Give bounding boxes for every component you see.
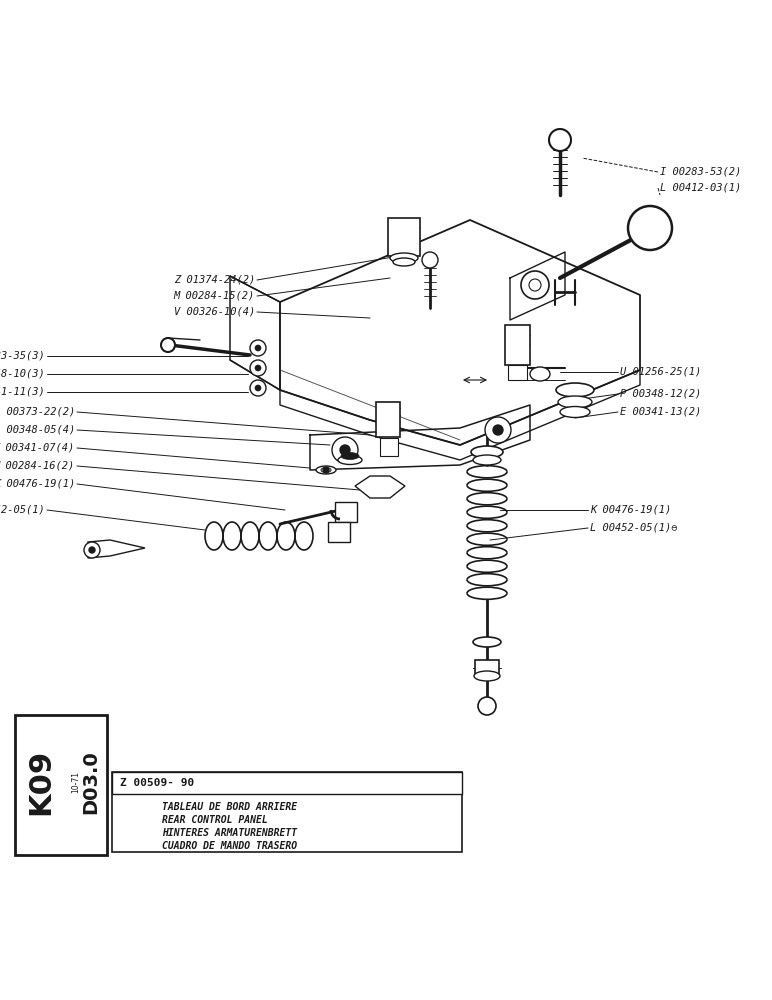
Circle shape	[161, 338, 175, 352]
Bar	[388, 218, 420, 256]
Ellipse shape	[556, 383, 594, 397]
Text: I 00283-53(2): I 00283-53(2)	[660, 167, 741, 177]
Circle shape	[255, 385, 261, 391]
Bar	[376, 402, 400, 437]
Text: ⊖ M 00348-10(3): ⊖ M 00348-10(3)	[0, 369, 45, 379]
Ellipse shape	[560, 406, 590, 418]
Circle shape	[332, 437, 358, 463]
Text: REAR CONTROL PANEL: REAR CONTROL PANEL	[162, 815, 268, 825]
Circle shape	[89, 547, 95, 553]
Text: L 00452-05(1)⊖: L 00452-05(1)⊖	[590, 523, 678, 533]
Text: X 00341-07(4): X 00341-07(4)	[0, 443, 75, 453]
Circle shape	[250, 380, 266, 396]
Bar	[328, 522, 350, 542]
Text: Z 01374-24(2): Z 01374-24(2)	[174, 275, 255, 285]
Ellipse shape	[341, 452, 359, 460]
Ellipse shape	[393, 258, 415, 266]
Ellipse shape	[473, 455, 501, 465]
Bar	[475, 660, 499, 676]
Text: ⊖ C 00341-11(3): ⊖ C 00341-11(3)	[0, 387, 45, 397]
Text: ⊖ Z 00283-35(3): ⊖ Z 00283-35(3)	[0, 351, 45, 361]
Ellipse shape	[390, 253, 418, 263]
Text: K 00476-19(1): K 00476-19(1)	[0, 479, 75, 489]
Circle shape	[340, 445, 350, 455]
Text: K09: K09	[26, 749, 56, 815]
Bar	[335, 502, 357, 522]
Circle shape	[255, 345, 261, 351]
Text: P 00348-12(2): P 00348-12(2)	[620, 389, 701, 399]
Circle shape	[628, 206, 672, 250]
Text: ⊖ L 00452-05(1): ⊖ L 00452-05(1)	[0, 505, 45, 515]
Text: HINTERES ARMATURENBRETT: HINTERES ARMATURENBRETT	[162, 828, 297, 838]
Circle shape	[250, 340, 266, 356]
Circle shape	[250, 360, 266, 376]
Ellipse shape	[338, 456, 362, 464]
Ellipse shape	[473, 637, 501, 647]
Bar	[112, 772, 462, 852]
Text: M 00284-16(2): M 00284-16(2)	[0, 461, 75, 471]
Text: S 00373-22(2): S 00373-22(2)	[0, 407, 75, 417]
Text: L 00412-03(1): L 00412-03(1)	[660, 183, 741, 193]
Text: 10-71: 10-71	[72, 771, 80, 793]
Text: E 00341-13(2): E 00341-13(2)	[620, 407, 701, 417]
Polygon shape	[88, 540, 145, 558]
Ellipse shape	[321, 468, 331, 473]
Circle shape	[485, 417, 511, 443]
Bar	[380, 438, 398, 456]
Circle shape	[478, 697, 496, 715]
Circle shape	[529, 279, 541, 291]
Ellipse shape	[471, 446, 503, 458]
Text: CUADRO DE MANDO TRASERO: CUADRO DE MANDO TRASERO	[162, 841, 297, 851]
Text: U 01256-25(1): U 01256-25(1)	[620, 367, 701, 377]
Bar	[505, 325, 530, 365]
Circle shape	[323, 467, 329, 473]
Text: Z 00509- 90: Z 00509- 90	[120, 778, 195, 788]
Circle shape	[255, 365, 261, 371]
Ellipse shape	[316, 466, 336, 474]
Circle shape	[549, 129, 571, 151]
Polygon shape	[355, 476, 405, 498]
Bar	[15, 715, 107, 855]
Ellipse shape	[530, 367, 550, 381]
Circle shape	[84, 542, 100, 558]
Text: M 00284-15(2): M 00284-15(2)	[174, 291, 255, 301]
Text: K 00476-19(1): K 00476-19(1)	[590, 505, 671, 515]
Ellipse shape	[558, 396, 592, 408]
Bar	[112, 772, 462, 794]
Circle shape	[493, 425, 503, 435]
Circle shape	[422, 252, 438, 268]
Text: V 00326-10(4): V 00326-10(4)	[174, 307, 255, 317]
Text: TABLEAU DE BORD ARRIERE: TABLEAU DE BORD ARRIERE	[162, 802, 297, 812]
Bar	[508, 365, 527, 380]
Circle shape	[521, 271, 549, 299]
Text: G 00348-05(4): G 00348-05(4)	[0, 425, 75, 435]
Text: D03.0: D03.0	[81, 750, 100, 814]
Ellipse shape	[474, 671, 500, 681]
